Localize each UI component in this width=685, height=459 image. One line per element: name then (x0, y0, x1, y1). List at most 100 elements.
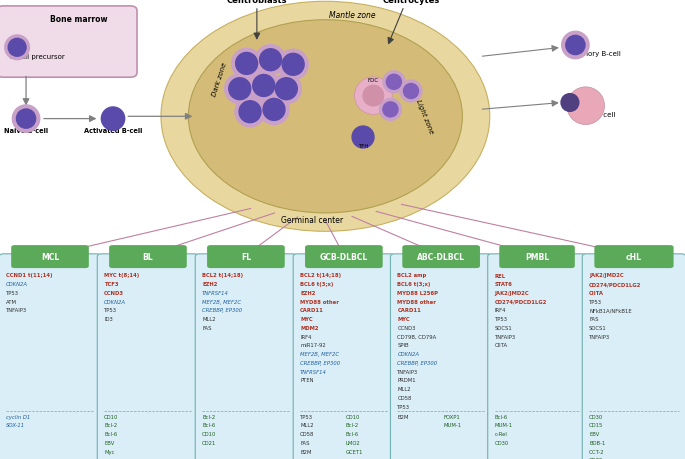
Text: B2M: B2M (300, 449, 312, 453)
Ellipse shape (400, 81, 422, 103)
FancyBboxPatch shape (11, 246, 89, 269)
Ellipse shape (275, 78, 297, 101)
FancyBboxPatch shape (195, 254, 297, 459)
Text: B cell precursor: B cell precursor (10, 54, 65, 61)
Ellipse shape (256, 45, 286, 76)
FancyBboxPatch shape (595, 246, 673, 269)
Text: LMO2: LMO2 (346, 440, 360, 445)
Ellipse shape (232, 49, 262, 79)
Text: miR17-92: miR17-92 (300, 343, 326, 347)
Text: CD58: CD58 (397, 395, 412, 400)
Text: Centroblasts: Centroblasts (227, 0, 287, 5)
Text: Myc: Myc (104, 449, 114, 453)
Text: Bone marrow: Bone marrow (50, 15, 108, 24)
Text: TNFAIP3: TNFAIP3 (6, 308, 27, 313)
Text: Bcl-2: Bcl-2 (346, 423, 359, 427)
Ellipse shape (355, 78, 392, 115)
Text: SOX-11: SOX-11 (6, 423, 25, 427)
Text: STAT6: STAT6 (495, 282, 512, 286)
Ellipse shape (225, 74, 255, 105)
FancyBboxPatch shape (499, 246, 575, 269)
Text: BCL2 t(14;18): BCL2 t(14;18) (202, 273, 243, 278)
Text: TNFRSF14: TNFRSF14 (300, 369, 327, 374)
Text: CREBBP, EP300: CREBBP, EP300 (202, 308, 242, 313)
Text: ID3: ID3 (104, 317, 113, 321)
Ellipse shape (161, 2, 490, 232)
Text: PTEN: PTEN (300, 378, 314, 382)
Text: ATM: ATM (6, 299, 17, 304)
Ellipse shape (271, 74, 301, 105)
Text: CD79B, CD79A: CD79B, CD79A (397, 334, 436, 339)
Text: MYC t(8;14): MYC t(8;14) (104, 273, 139, 278)
Ellipse shape (12, 106, 40, 133)
Text: CREBBP, EP300: CREBBP, EP300 (397, 360, 438, 365)
Ellipse shape (379, 99, 401, 121)
Text: BCL2 t(14;18): BCL2 t(14;18) (300, 273, 341, 278)
Text: Dark zone: Dark zone (211, 62, 227, 97)
Text: MCL: MCL (41, 252, 59, 262)
Ellipse shape (249, 71, 279, 101)
Text: CDKN2A: CDKN2A (6, 282, 28, 286)
Ellipse shape (16, 110, 36, 129)
Text: MYD88 other: MYD88 other (300, 299, 339, 304)
Text: SPIB: SPIB (397, 343, 409, 347)
Text: CD274/PDCD1LG2: CD274/PDCD1LG2 (589, 282, 641, 286)
Text: TNFAIP3: TNFAIP3 (495, 334, 516, 339)
Text: EZH2: EZH2 (300, 291, 315, 295)
Text: Bcl-6: Bcl-6 (202, 423, 215, 427)
Text: EBV: EBV (589, 431, 599, 436)
Text: TP53: TP53 (300, 414, 313, 419)
Text: BCL6 t(3;x): BCL6 t(3;x) (397, 282, 431, 286)
Text: GCB-DLBCL: GCB-DLBCL (320, 252, 368, 262)
Ellipse shape (101, 108, 125, 131)
FancyBboxPatch shape (207, 246, 285, 269)
Text: TNFAIP3: TNFAIP3 (589, 334, 610, 339)
Ellipse shape (259, 95, 289, 125)
FancyBboxPatch shape (488, 254, 586, 459)
Text: CARD11: CARD11 (397, 308, 421, 313)
Text: FL: FL (241, 252, 251, 262)
Text: CD79a: CD79a (589, 458, 607, 459)
Text: Germinal center: Germinal center (281, 216, 342, 224)
Text: CREBBP, EP300: CREBBP, EP300 (300, 360, 340, 365)
FancyBboxPatch shape (390, 254, 492, 459)
Text: CD30: CD30 (495, 440, 509, 445)
Text: Mantle zone: Mantle zone (329, 11, 376, 20)
Text: BL: BL (142, 252, 153, 262)
Text: CARD11: CARD11 (300, 308, 324, 313)
Text: MLL2: MLL2 (202, 317, 216, 321)
Text: cHL: cHL (626, 252, 642, 262)
Text: MYC: MYC (397, 317, 410, 321)
Text: MYD88 L256P: MYD88 L256P (397, 291, 438, 295)
Text: TNFRSF14: TNFRSF14 (202, 291, 229, 295)
FancyBboxPatch shape (582, 254, 685, 459)
Text: TP53: TP53 (397, 404, 410, 409)
Text: PMBL: PMBL (525, 252, 549, 262)
Ellipse shape (8, 39, 26, 57)
Text: IRF4: IRF4 (495, 308, 506, 313)
Text: TCF3: TCF3 (104, 282, 119, 286)
Text: FAS: FAS (300, 440, 310, 445)
Text: CCND3: CCND3 (104, 291, 124, 295)
Text: SOCS1: SOCS1 (495, 325, 512, 330)
Text: EBV: EBV (104, 440, 114, 445)
Ellipse shape (403, 84, 419, 99)
Text: MYC: MYC (300, 317, 312, 321)
Text: JAK2/JMD2C: JAK2/JMD2C (589, 273, 624, 278)
Text: CD15: CD15 (589, 423, 603, 427)
Text: TP53: TP53 (104, 308, 117, 313)
Text: ABC-DLBCL: ABC-DLBCL (417, 252, 465, 262)
Text: PRDM1: PRDM1 (397, 378, 416, 382)
Text: Naive B-cell: Naive B-cell (4, 128, 48, 134)
Text: JAK2/JMD2C: JAK2/JMD2C (495, 291, 530, 295)
Text: BCL6 t(3;x): BCL6 t(3;x) (300, 282, 334, 286)
FancyBboxPatch shape (305, 246, 383, 269)
Text: Bcl-2: Bcl-2 (202, 414, 215, 419)
Ellipse shape (253, 75, 275, 97)
Text: CDKN2A: CDKN2A (397, 352, 419, 356)
FancyBboxPatch shape (293, 254, 395, 459)
Text: Bcl-6: Bcl-6 (346, 431, 359, 436)
Text: CCND1 t(11;14): CCND1 t(11;14) (6, 273, 53, 278)
Ellipse shape (362, 85, 384, 107)
Text: NFkB1A/NFkB1E: NFkB1A/NFkB1E (589, 308, 632, 313)
